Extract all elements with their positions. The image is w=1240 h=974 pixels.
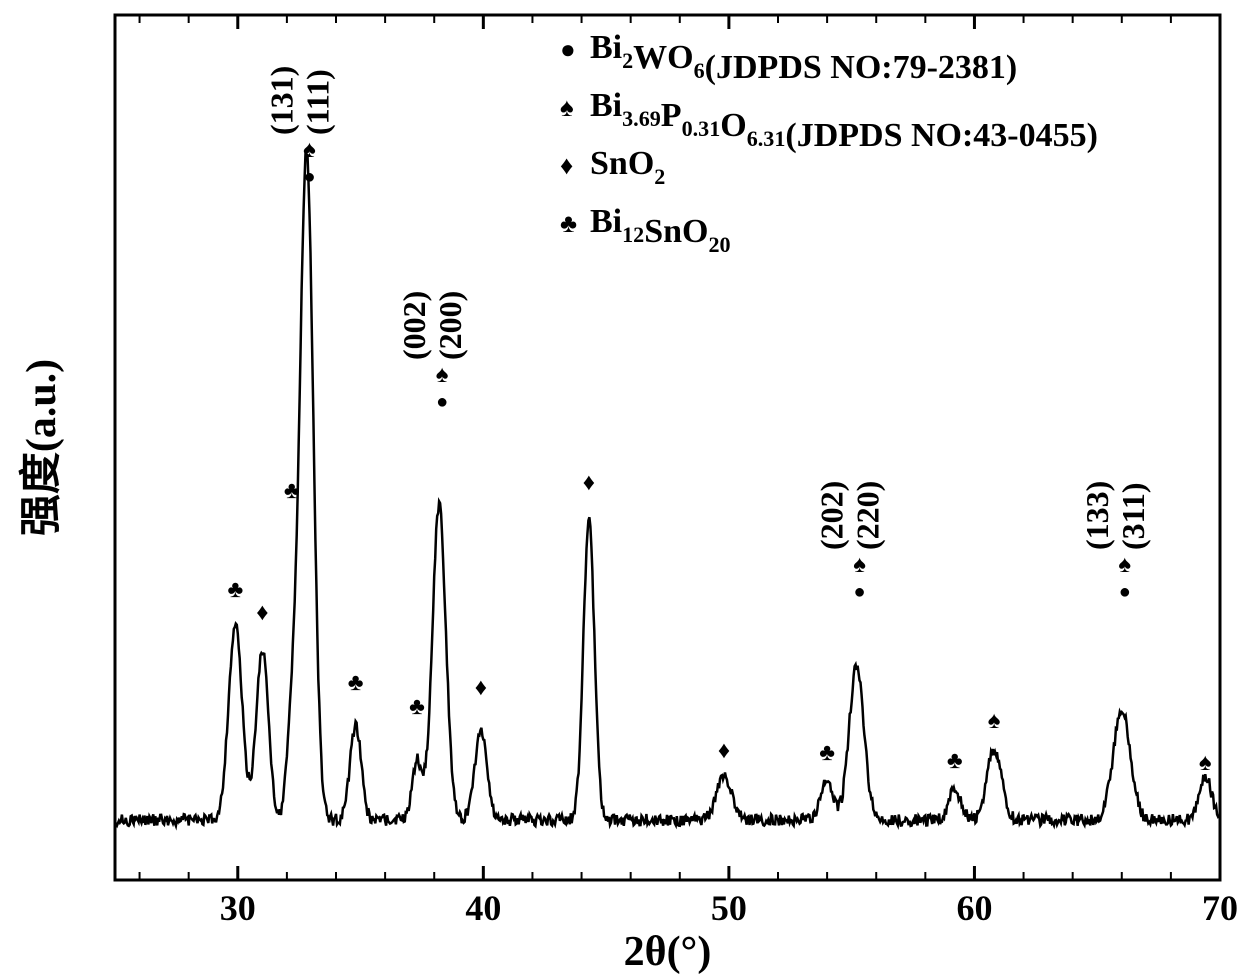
svg-text:(111): (111) [300,69,336,135]
xrd-chart: 30405060702θ(°)强度(a.u.)♣♦♣♣♣♦♦♦♣♣♠♠(111)… [0,0,1240,974]
svg-text:♠: ♠ [988,707,1001,734]
svg-text:♠: ♠ [560,92,574,122]
svg-text:♣: ♣ [348,669,364,696]
svg-text:(133): (133) [1079,481,1115,550]
svg-text:40: 40 [465,888,501,928]
svg-text:强度(a.u.): 强度(a.u.) [18,359,65,536]
svg-text:♦: ♦ [583,469,595,496]
svg-text:70: 70 [1202,888,1238,928]
svg-text:Bi2WO6(JDPDS NO:79-2381): Bi2WO6(JDPDS NO:79-2381) [590,29,1017,86]
svg-text:2θ(°): 2θ(°) [624,929,712,974]
svg-text:50: 50 [711,888,747,928]
svg-text:♠: ♠ [303,136,316,163]
svg-text:♦: ♦ [475,674,487,701]
svg-text:(202): (202) [814,481,850,550]
svg-text:♦: ♦ [256,599,268,626]
chart-svg: 30405060702θ(°)强度(a.u.)♣♦♣♣♣♦♦♦♣♣♠♠(111)… [0,0,1240,974]
svg-text:30: 30 [220,888,256,928]
svg-text:♦: ♦ [718,737,730,764]
svg-text:Bi3.69P0.31O6.31(JDPDS NO:43-0: Bi3.69P0.31O6.31(JDPDS NO:43-0455) [590,87,1098,154]
svg-text:(311): (311) [1115,482,1151,550]
svg-text:♠: ♠ [1199,749,1212,776]
svg-text:♦: ♦ [560,150,573,180]
svg-text:(131): (131) [264,66,300,135]
svg-text:♣: ♣ [284,477,300,504]
svg-text:♣: ♣ [819,739,835,766]
svg-text:●: ● [1119,581,1131,603]
svg-text:(200): (200) [432,291,468,360]
svg-text:●: ● [436,391,448,413]
svg-text:●: ● [303,166,315,188]
svg-text:●: ● [560,34,576,64]
svg-text:♠: ♠ [436,361,449,388]
svg-text:(002): (002) [396,291,432,360]
svg-text:♣: ♣ [560,208,577,238]
svg-text:♣: ♣ [409,693,425,720]
svg-text:♠: ♠ [1118,551,1131,578]
svg-text:●: ● [854,581,866,603]
svg-text:♠: ♠ [853,551,866,578]
svg-text:♣: ♣ [947,747,963,774]
svg-text:(220): (220) [850,481,886,550]
svg-text:60: 60 [956,888,992,928]
svg-text:SnO2: SnO2 [590,145,665,189]
svg-text:♣: ♣ [227,576,243,603]
svg-text:Bi12SnO20: Bi12SnO20 [590,203,731,257]
